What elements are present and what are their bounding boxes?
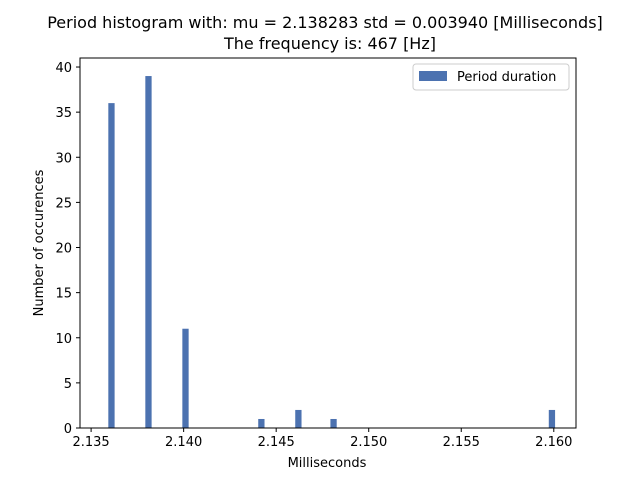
legend: Period duration (412, 63, 570, 91)
y-tick-label: 20 (55, 242, 72, 257)
histogram-bar (295, 409, 302, 428)
y-tick-label: 0 (64, 422, 72, 437)
histogram-bar (182, 328, 189, 428)
y-axis-ticks: 0 5 10 15 20 25 30 35 40 (55, 61, 80, 437)
x-tick-label: 2.155 (443, 435, 480, 450)
x-tick-label: 2.135 (72, 435, 109, 450)
y-tick-label: 15 (55, 287, 72, 302)
histogram-bar (330, 418, 337, 428)
x-axis-ticks: 2.135 2.140 2.145 2.150 2.155 2.160 (72, 428, 572, 450)
chart-title: Period histogram with: mu = 2.138283 std… (47, 13, 603, 53)
y-tick-label: 5 (64, 377, 72, 392)
legend-label: Period duration (457, 70, 556, 85)
plot-area-frame (79, 57, 577, 429)
legend-box (412, 63, 570, 91)
y-tick-label: 35 (55, 106, 72, 121)
histogram-bar (548, 409, 556, 428)
x-axis-label: Milliseconds (288, 456, 367, 471)
x-tick-label: 2.150 (350, 435, 387, 450)
chart-title-line-1: Period histogram with: mu = 2.138283 std… (47, 13, 603, 32)
y-tick-label: 30 (55, 151, 72, 166)
x-tick-label: 2.140 (165, 435, 202, 450)
y-axis-label: Number of occurences (32, 169, 47, 316)
histogram-bar (258, 418, 265, 428)
histogram-bar (145, 76, 152, 429)
chart-title-line-2: The frequency is: 467 [Hz] (223, 34, 436, 53)
x-tick-label: 2.160 (535, 435, 572, 450)
y-tick-label: 25 (55, 196, 72, 211)
y-tick-label: 40 (55, 61, 72, 76)
histogram-bar (108, 103, 115, 429)
legend-swatch (419, 71, 447, 81)
x-tick-label: 2.145 (258, 435, 295, 450)
bars-group (108, 76, 556, 429)
y-tick-label: 10 (55, 332, 72, 347)
